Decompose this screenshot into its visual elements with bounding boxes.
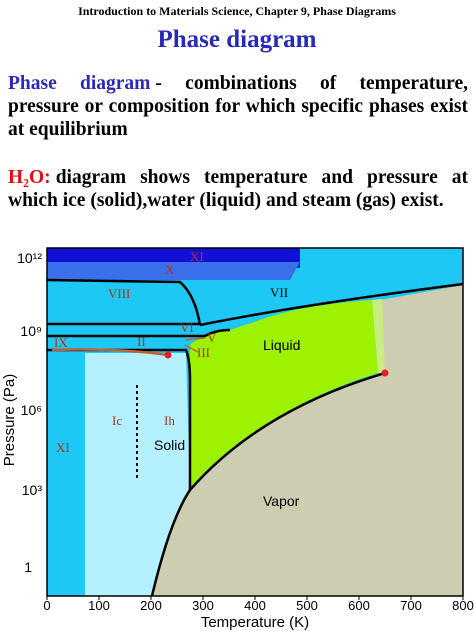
y-axis-label: Pressure (Pa) — [1, 374, 18, 467]
x-tick-label: 500 — [296, 598, 318, 613]
region-label: Ih — [164, 413, 175, 428]
x-tick-label: 700 — [400, 598, 422, 613]
boundary-ii — [51, 348, 169, 357]
region-label: X — [165, 262, 175, 277]
boundary — [199, 282, 464, 327]
x-axis-label: Temperature (K) — [201, 614, 309, 631]
x-tick-label: 200 — [140, 598, 162, 613]
critical-point — [381, 369, 389, 377]
x-tick-label: 0 — [43, 598, 50, 613]
boundary — [47, 348, 192, 490]
boundary — [46, 278, 202, 326]
region-label: Ic — [112, 413, 122, 428]
y-tick-label: 10⁶ — [21, 402, 42, 418]
region-label: Solid — [154, 437, 185, 453]
region-label: XI — [190, 249, 204, 264]
region-label: VI — [180, 320, 194, 335]
y-tick-label: 10⁹ — [20, 323, 42, 339]
term: H₂O: — [8, 167, 51, 188]
region-label: IX — [54, 335, 68, 350]
region-supercritical — [372, 299, 385, 373]
region-ice-ih — [85, 353, 190, 596]
slide-title: Phase diagram — [157, 26, 317, 53]
region-label: XI — [56, 440, 70, 455]
y-tick-label: 10³ — [22, 482, 43, 498]
x-tick-label: 800 — [452, 598, 474, 613]
y-tick-label: 1 — [24, 559, 32, 575]
region-label: II — [137, 334, 146, 349]
boundary — [47, 322, 231, 338]
region-label: Liquid — [263, 337, 300, 353]
x-tick-label: 400 — [244, 598, 266, 613]
region-label: VIII — [108, 286, 130, 301]
region-x — [47, 262, 300, 280]
x-tick-label: 100 — [88, 598, 110, 613]
running-title: Introduction to Materials Science, Chapt… — [78, 4, 396, 18]
phase-boundaries — [46, 278, 464, 597]
region-label: Vapor — [263, 493, 300, 509]
boundary — [150, 371, 386, 597]
triple-point — [164, 351, 172, 359]
paragraph-text: diagram shows temperature and pressure a… — [8, 167, 468, 211]
paragraph-text: - combinations of temperature, pressure … — [8, 73, 468, 140]
region-label: III — [197, 345, 210, 360]
paragraph: H₂O: diagram shows temperature and pressu… — [8, 166, 468, 212]
region-liquid — [190, 300, 378, 490]
pointer — [184, 337, 206, 353]
region-label: VII — [270, 285, 288, 300]
y-tick-label: 10¹² — [17, 250, 42, 266]
term: Phase diagram — [8, 73, 151, 94]
paragraph: Phase diagram - combinations of temperatu… — [8, 72, 468, 141]
region-vapor — [152, 285, 463, 596]
y-ticks: 10¹² 10⁹ 10⁶ 10³ 1 — [17, 250, 42, 575]
x-ticks: 0 100 200 300 400 500 600 700 800 — [43, 596, 474, 613]
region-label: V — [207, 330, 217, 345]
x-tick-label: 300 — [192, 598, 214, 613]
x-tick-label: 600 — [348, 598, 370, 613]
